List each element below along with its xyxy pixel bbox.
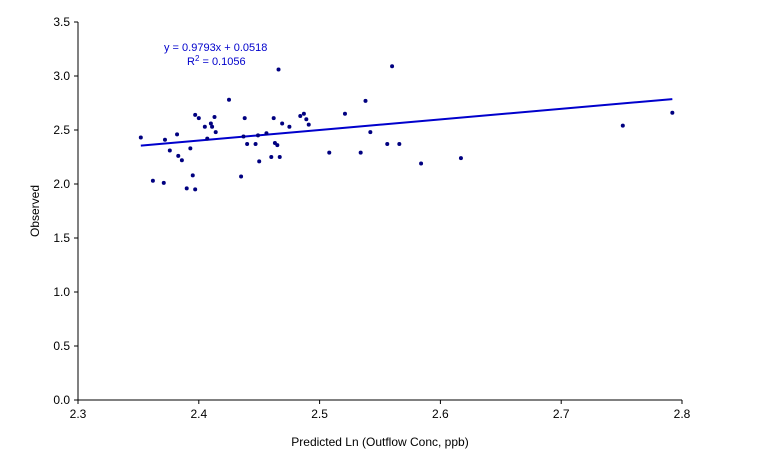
data-point xyxy=(385,142,390,147)
y-tick-label: 2.5 xyxy=(53,123,70,137)
data-point xyxy=(458,156,463,161)
data-point xyxy=(358,150,363,155)
data-point xyxy=(363,98,368,103)
data-point xyxy=(298,113,303,118)
data-point xyxy=(257,159,262,164)
x-tick-label: 2.4 xyxy=(190,407,207,421)
data-point xyxy=(397,142,402,147)
data-point xyxy=(167,148,172,153)
data-point xyxy=(342,111,347,116)
data-point xyxy=(138,135,143,140)
data-point xyxy=(150,178,155,183)
x-tick-label: 2.6 xyxy=(432,407,449,421)
x-axis-title: Predicted Ln (Outflow Conc, ppb) xyxy=(291,435,468,449)
y-tick-label: 1.0 xyxy=(53,285,70,299)
y-tick-label: 1.5 xyxy=(53,231,70,245)
data-point xyxy=(205,136,210,141)
r-squared-value: = 0.1056 xyxy=(199,56,245,68)
data-point xyxy=(213,130,218,135)
data-point xyxy=(419,161,424,166)
data-point xyxy=(210,124,215,129)
data-point xyxy=(304,117,309,122)
data-point xyxy=(327,150,332,155)
r-squared-label: R2 = 0.1056 xyxy=(187,54,246,68)
data-point xyxy=(301,111,306,116)
trendline-equation: y = 0.9793x + 0.0518 xyxy=(164,42,267,54)
y-tick-label: 0.0 xyxy=(53,393,70,407)
data-point xyxy=(188,146,193,151)
data-point xyxy=(306,122,311,127)
y-tick-label: 0.5 xyxy=(53,339,70,353)
data-point xyxy=(242,116,247,121)
y-tick-label: 3.5 xyxy=(53,15,70,29)
y-tick-label: 3.0 xyxy=(53,69,70,83)
data-point xyxy=(179,158,184,163)
data-point xyxy=(368,130,373,135)
data-point xyxy=(190,173,195,178)
data-point xyxy=(269,155,274,159)
data-point xyxy=(264,131,269,136)
data-point xyxy=(162,137,167,142)
data-point xyxy=(176,153,181,158)
data-point xyxy=(245,142,250,147)
data-point xyxy=(275,143,280,148)
r-squared-superscript: 2 xyxy=(195,54,200,63)
data-point xyxy=(271,116,276,121)
data-point xyxy=(196,116,201,121)
data-point xyxy=(193,112,198,117)
data-point xyxy=(184,186,189,191)
data-point xyxy=(241,134,246,139)
data-point xyxy=(193,187,198,192)
data-point xyxy=(287,124,292,129)
data-point xyxy=(208,121,213,126)
x-tick-label: 2.8 xyxy=(674,407,691,421)
data-point xyxy=(670,110,675,115)
data-point xyxy=(280,121,285,126)
data-point xyxy=(390,64,395,69)
x-tick-label: 2.7 xyxy=(553,407,570,421)
data-point xyxy=(255,133,260,138)
data-point xyxy=(161,180,166,185)
data-point xyxy=(276,67,281,72)
x-tick-label: 2.3 xyxy=(70,407,87,421)
data-point xyxy=(620,123,625,128)
data-point xyxy=(212,115,217,120)
y-tick-label: 2.0 xyxy=(53,177,70,191)
data-point xyxy=(175,132,180,137)
trendline xyxy=(140,98,673,147)
data-point xyxy=(227,97,231,102)
data-point xyxy=(253,142,258,147)
r-squared-prefix: R xyxy=(187,56,195,68)
data-point xyxy=(277,155,282,159)
y-axis-title: Observed xyxy=(28,185,42,237)
x-tick-label: 2.5 xyxy=(311,407,328,421)
data-point xyxy=(202,124,207,129)
data-point xyxy=(239,174,244,179)
